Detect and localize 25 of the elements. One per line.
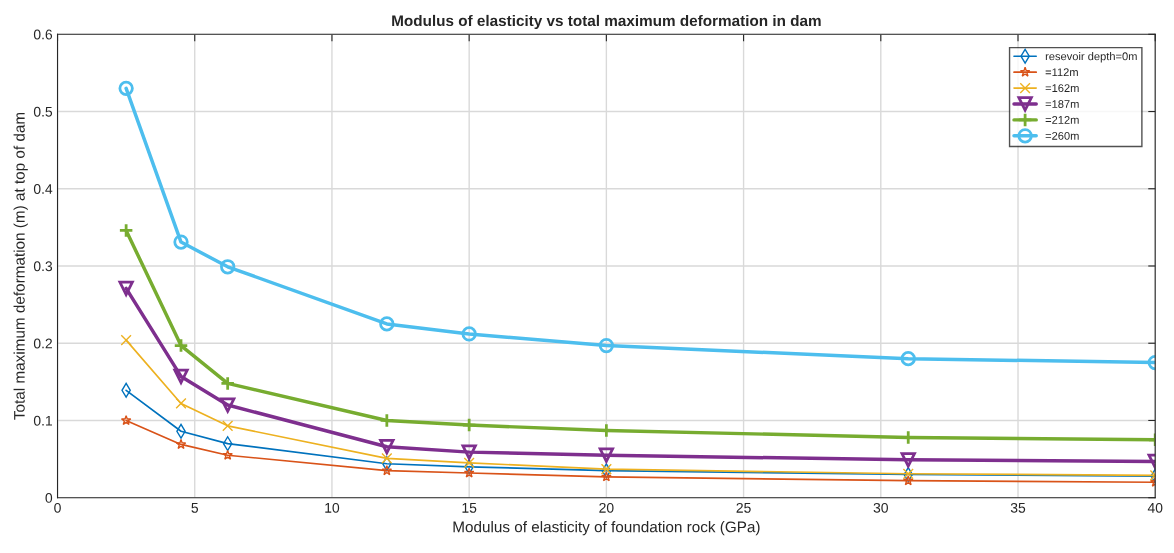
chart-title: Modulus of elasticity vs total maximum deformation in dam: [392, 14, 821, 30]
x-tick-label: 0: [54, 502, 61, 513]
x-tick-label: 5: [191, 503, 199, 513]
y-tick-label: 0: [45, 493, 53, 503]
x-tick-label: 10: [325, 502, 340, 513]
legend-label: =260m: [1045, 131, 1079, 140]
y-tick-label: 0.6: [33, 29, 53, 40]
y-tick-label: 0.4: [33, 184, 53, 194]
y-tick-label: 0.3: [33, 261, 53, 272]
x-tick-label: 40: [1147, 502, 1163, 513]
legend-label: =162m: [1045, 84, 1079, 93]
x-tick-label: 35: [1010, 502, 1026, 513]
y-tick-label: 0.1: [33, 415, 52, 426]
x-tick-label: 30: [873, 502, 888, 513]
legend-label: resevoir depth=0m: [1045, 52, 1137, 63]
y-tick-label: 0.5: [33, 106, 53, 117]
x-tick-label: 15: [462, 503, 477, 513]
y-tick-label: 0.2: [33, 338, 52, 349]
x-tick-label: 25: [736, 502, 751, 513]
legend-label: =187m: [1045, 100, 1079, 108]
y-axis-title: Total maximum deformation (m) at top of dam: [13, 112, 28, 420]
x-tick-label: 20: [599, 502, 614, 513]
x-axis-title: Modulus of elasticity of foundation rock (GPa): [453, 521, 760, 536]
legend-label: =112m: [1045, 68, 1078, 77]
legend-label: =212m: [1045, 116, 1079, 124]
